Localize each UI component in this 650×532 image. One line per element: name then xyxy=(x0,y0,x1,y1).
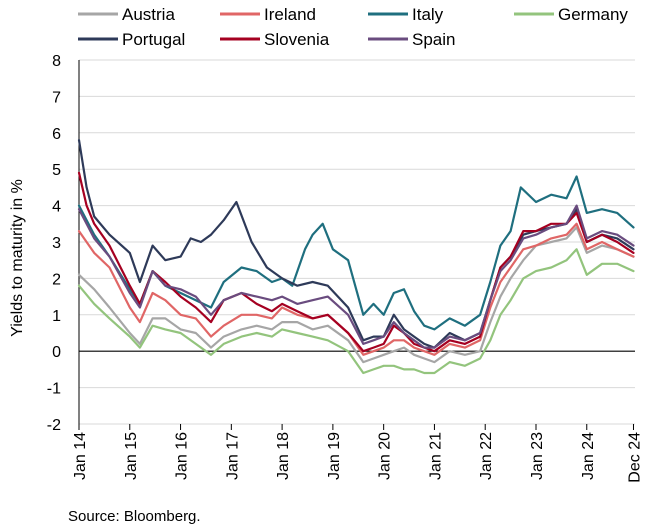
y-axis-title: Yields to maturity in % xyxy=(9,179,26,337)
series-line-slovenia xyxy=(77,171,635,353)
x-tick-label: Jan 19 xyxy=(326,432,343,480)
y-tick-label: 3 xyxy=(52,235,61,252)
x-tick-label: Jan 20 xyxy=(377,432,394,480)
legend-label: Italy xyxy=(412,5,444,24)
series-layer xyxy=(77,139,635,375)
y-tick-label: 2 xyxy=(52,271,61,288)
x-tick-label: Jan 18 xyxy=(275,432,292,480)
legend-label: Spain xyxy=(412,30,455,49)
x-tick-label: Jan 17 xyxy=(224,432,241,480)
legend-label: Ireland xyxy=(264,5,316,24)
x-tick-label: Dec 24 xyxy=(626,432,643,483)
source-note: Source: Bloomberg. xyxy=(68,508,201,525)
y-tick-label: 8 xyxy=(52,53,61,70)
y-tick-label: 6 xyxy=(52,126,61,143)
axis-layer: -2 -1 0 1 2 3 4 5 6 7 8 Jan 14 Jan 15 Jan 16 Jan 17 Jan… xyxy=(47,53,644,483)
legend-item-ireland: Ireland xyxy=(220,5,316,24)
x-tick-label: Jan 22 xyxy=(478,432,495,480)
legend-label: Austria xyxy=(122,5,175,24)
legend-label: Germany xyxy=(558,5,628,24)
y-tick-label: 0 xyxy=(52,344,61,361)
x-tick-label: Jan 15 xyxy=(123,432,140,480)
legend-item-austria: Austria xyxy=(78,5,175,24)
y-tick-label: 5 xyxy=(52,162,61,179)
series-line-portugal xyxy=(77,139,635,349)
x-tick-label: Jan 23 xyxy=(529,432,546,480)
legend: Austria Ireland Italy Germany Portugal Sloven… xyxy=(78,5,628,49)
y-tick-label: -2 xyxy=(47,417,61,434)
y-tick-label: 7 xyxy=(52,89,61,106)
legend-label: Slovenia xyxy=(264,30,330,49)
y-tick-label: -1 xyxy=(47,381,61,398)
legend-label: Portugal xyxy=(122,30,185,49)
x-tick-label: Jan 24 xyxy=(580,432,597,480)
series-line-spain xyxy=(77,204,635,349)
y-tick-label: 4 xyxy=(52,199,61,216)
legend-item-slovenia: Slovenia xyxy=(220,30,330,49)
grid-layer xyxy=(79,59,635,425)
legend-item-spain: Spain xyxy=(368,30,455,49)
series-line-ireland xyxy=(77,222,635,356)
y-tick-label: 1 xyxy=(52,308,61,325)
x-tick-label: Jan 21 xyxy=(427,432,444,480)
x-tick-label: Jan 16 xyxy=(174,432,191,480)
series-line-germany xyxy=(77,248,635,375)
x-tick-label: Jan 14 xyxy=(72,432,89,480)
legend-item-germany: Germany xyxy=(514,5,628,24)
legend-item-portugal: Portugal xyxy=(78,30,185,49)
legend-item-italy: Italy xyxy=(368,5,444,24)
series-line-italy xyxy=(77,175,635,331)
